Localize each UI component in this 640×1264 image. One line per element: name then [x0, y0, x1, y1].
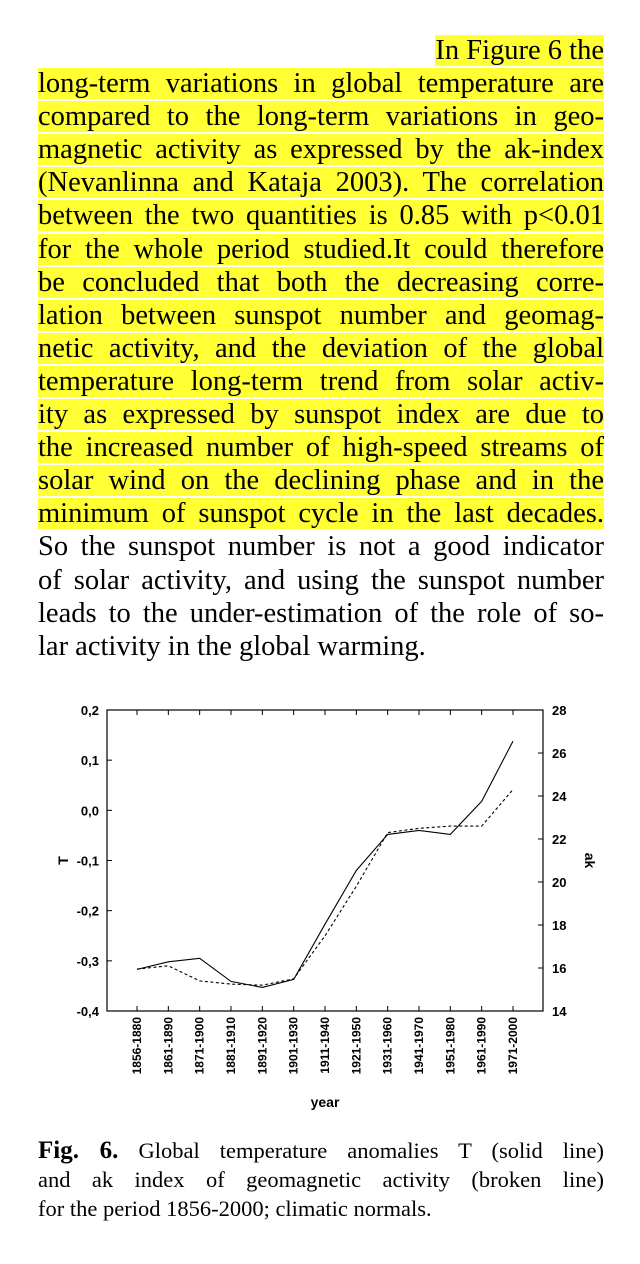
highlighted-text: In Figure 6 the [435, 35, 604, 66]
body-line: In Figure 6 the [38, 34, 604, 67]
plain-text: lar activity in the global warming. [38, 630, 426, 662]
y-tick-label: 0,0 [81, 803, 99, 818]
highlighted-text: long-term variations in global temperatu… [38, 68, 604, 100]
body-line: solar wind on the declining phase and in… [38, 464, 604, 497]
plot-frame [106, 709, 544, 1012]
y2-tick-label: 26 [552, 746, 566, 761]
chart: 0,2 0,1 0,0 -0,1 -0,2 -0,3 -0,4 28 26 24 22 20 18 16 1… [55, 703, 598, 1110]
x-tick-label: 1891-1920 [255, 1017, 269, 1075]
body-line: for the whole period studied.It could th… [38, 233, 604, 266]
highlighted-text: (Nevanlinna and Kataja 2003). The correl… [38, 167, 604, 199]
y-tick-label: -0,2 [77, 904, 99, 919]
figure-caption: Fig. 6. Global temperature anomalies T (… [38, 1136, 604, 1223]
y2-axis-label: ak [582, 853, 598, 869]
y2-tick-label: 28 [552, 703, 566, 718]
highlighted-text: ity as expressed by sunspot index are du… [38, 399, 604, 431]
caption-line: for the period 1856-2000; climatic norma… [38, 1196, 432, 1221]
body-line: of solar activity, and using the sunspot… [38, 564, 604, 597]
y-tick-label: 0,2 [81, 703, 99, 718]
x-tick-label: 1971-2000 [506, 1017, 520, 1075]
highlighted-text: between the two quantities is 0.85 with … [38, 200, 604, 232]
x-tick-label: 1921-1950 [349, 1017, 363, 1075]
figure-6: 0,2 0,1 0,0 -0,1 -0,2 -0,3 -0,4 28 26 24 22 20 18 16 1… [0, 690, 640, 1130]
y-tick-label: -0,4 [77, 1004, 100, 1019]
caption-line: Global temperature anomalies T (solid li… [138, 1138, 605, 1163]
x-tick-label: 1871-1900 [193, 1017, 207, 1075]
plain-text: of solar activity, and using the sunspot… [38, 564, 604, 596]
body-line: minimum of sunspot cycle in the last dec… [38, 497, 604, 530]
body-line: lar activity in the global warming. [38, 630, 604, 663]
highlighted-text: the increased number of high-speed strea… [38, 432, 604, 464]
x-tick-label: 1901-1930 [287, 1017, 301, 1075]
series-line-temperature [136, 740, 514, 988]
x-axis-label: year [311, 1094, 340, 1110]
highlighted-text: minimum of sunspot cycle in the last dec… [38, 498, 604, 530]
series-line-ak [136, 789, 514, 986]
highlighted-text: temperature long-term trend from solar a… [38, 365, 604, 397]
y2-tick-label: 18 [552, 918, 566, 933]
x-tick-label: 1941-1970 [412, 1017, 426, 1075]
y2-tick-label: 14 [552, 1004, 567, 1019]
y2-tick-label: 16 [552, 961, 566, 976]
caption-line: and ak index of geomagnetic activity (br… [38, 1167, 604, 1192]
body-line: long-term variations in global temperatu… [38, 67, 604, 100]
highlighted-text: netic activity, and the deviation of the… [38, 332, 604, 364]
highlighted-text: solar wind on the declining phase and in… [38, 465, 604, 497]
y-tick-label: 0,1 [81, 753, 99, 768]
x-tick-label: 1961-1990 [475, 1017, 489, 1075]
body-line: (Nevanlinna and Kataja 2003). The correl… [38, 166, 604, 199]
y2-tick-label: 20 [552, 875, 566, 890]
caption-label: Fig. 6. [38, 1137, 119, 1164]
highlighted-text: for the whole period studied.It could th… [38, 233, 604, 265]
x-tick-label: 1856-1880 [130, 1017, 144, 1075]
highlighted-text: magnetic activity as expressed by the ak… [38, 134, 604, 166]
body-line: magnetic activity as expressed by the ak… [38, 133, 604, 166]
plain-text: So the sunspot number is not a good indi… [38, 531, 604, 563]
body-line: temperature long-term trend from solar a… [38, 365, 604, 398]
x-tick-label: 1911-1940 [318, 1017, 332, 1074]
highlighted-text: be concluded that both the decreasing co… [38, 266, 604, 298]
body-text: In Figure 6 the long-term variations in g… [38, 34, 604, 663]
y-tick-label: -0,1 [77, 854, 99, 869]
plain-text: leads to the under-estimation of the rol… [38, 597, 604, 629]
body-line: between the two quantities is 0.85 with … [38, 199, 604, 232]
y-tick-label: -0,3 [77, 954, 99, 969]
x-tick-label: 1881-1910 [224, 1017, 238, 1075]
body-line: ity as expressed by sunspot index are du… [38, 398, 604, 431]
body-line: So the sunspot number is not a good indi… [38, 530, 604, 563]
highlighted-text: compared to the long-term variations in … [38, 101, 604, 133]
body-line: compared to the long-term variations in … [38, 100, 604, 133]
body-line: be concluded that both the decreasing co… [38, 266, 604, 299]
y-axis-label: T [55, 856, 71, 865]
y2-tick-label: 22 [552, 832, 566, 847]
body-line: leads to the under-estimation of the rol… [38, 597, 604, 630]
body-line: the increased number of high-speed strea… [38, 431, 604, 464]
x-tick-label: 1931-1960 [381, 1017, 395, 1075]
body-line: lation between sunspot number and geomag… [38, 299, 604, 332]
y2-tick-label: 24 [552, 789, 567, 804]
highlighted-text: lation between sunspot number and geomag… [38, 299, 604, 331]
x-tick-label: 1861-1890 [161, 1017, 175, 1075]
x-tick-label: 1951-1980 [443, 1017, 457, 1075]
body-line: netic activity, and the deviation of the… [38, 332, 604, 365]
